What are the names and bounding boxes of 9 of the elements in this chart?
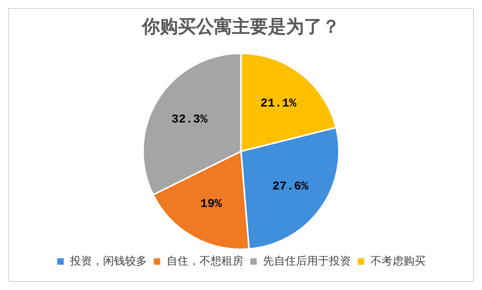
data-label: 21.1% <box>260 96 298 110</box>
legend-label: 不考虑购买 <box>370 254 426 268</box>
data-label: 32.3% <box>171 112 208 126</box>
data-label: 19% <box>200 197 223 212</box>
chart-title: 你购买公寓主要是为了？ <box>141 16 340 38</box>
data-label: 27.6% <box>272 180 310 194</box>
legend-label: 投资，闲钱较多 <box>69 254 147 268</box>
legend-label: 自住，不想租房 <box>166 254 244 268</box>
legend-label: 先自住后用于投资 <box>263 254 351 268</box>
